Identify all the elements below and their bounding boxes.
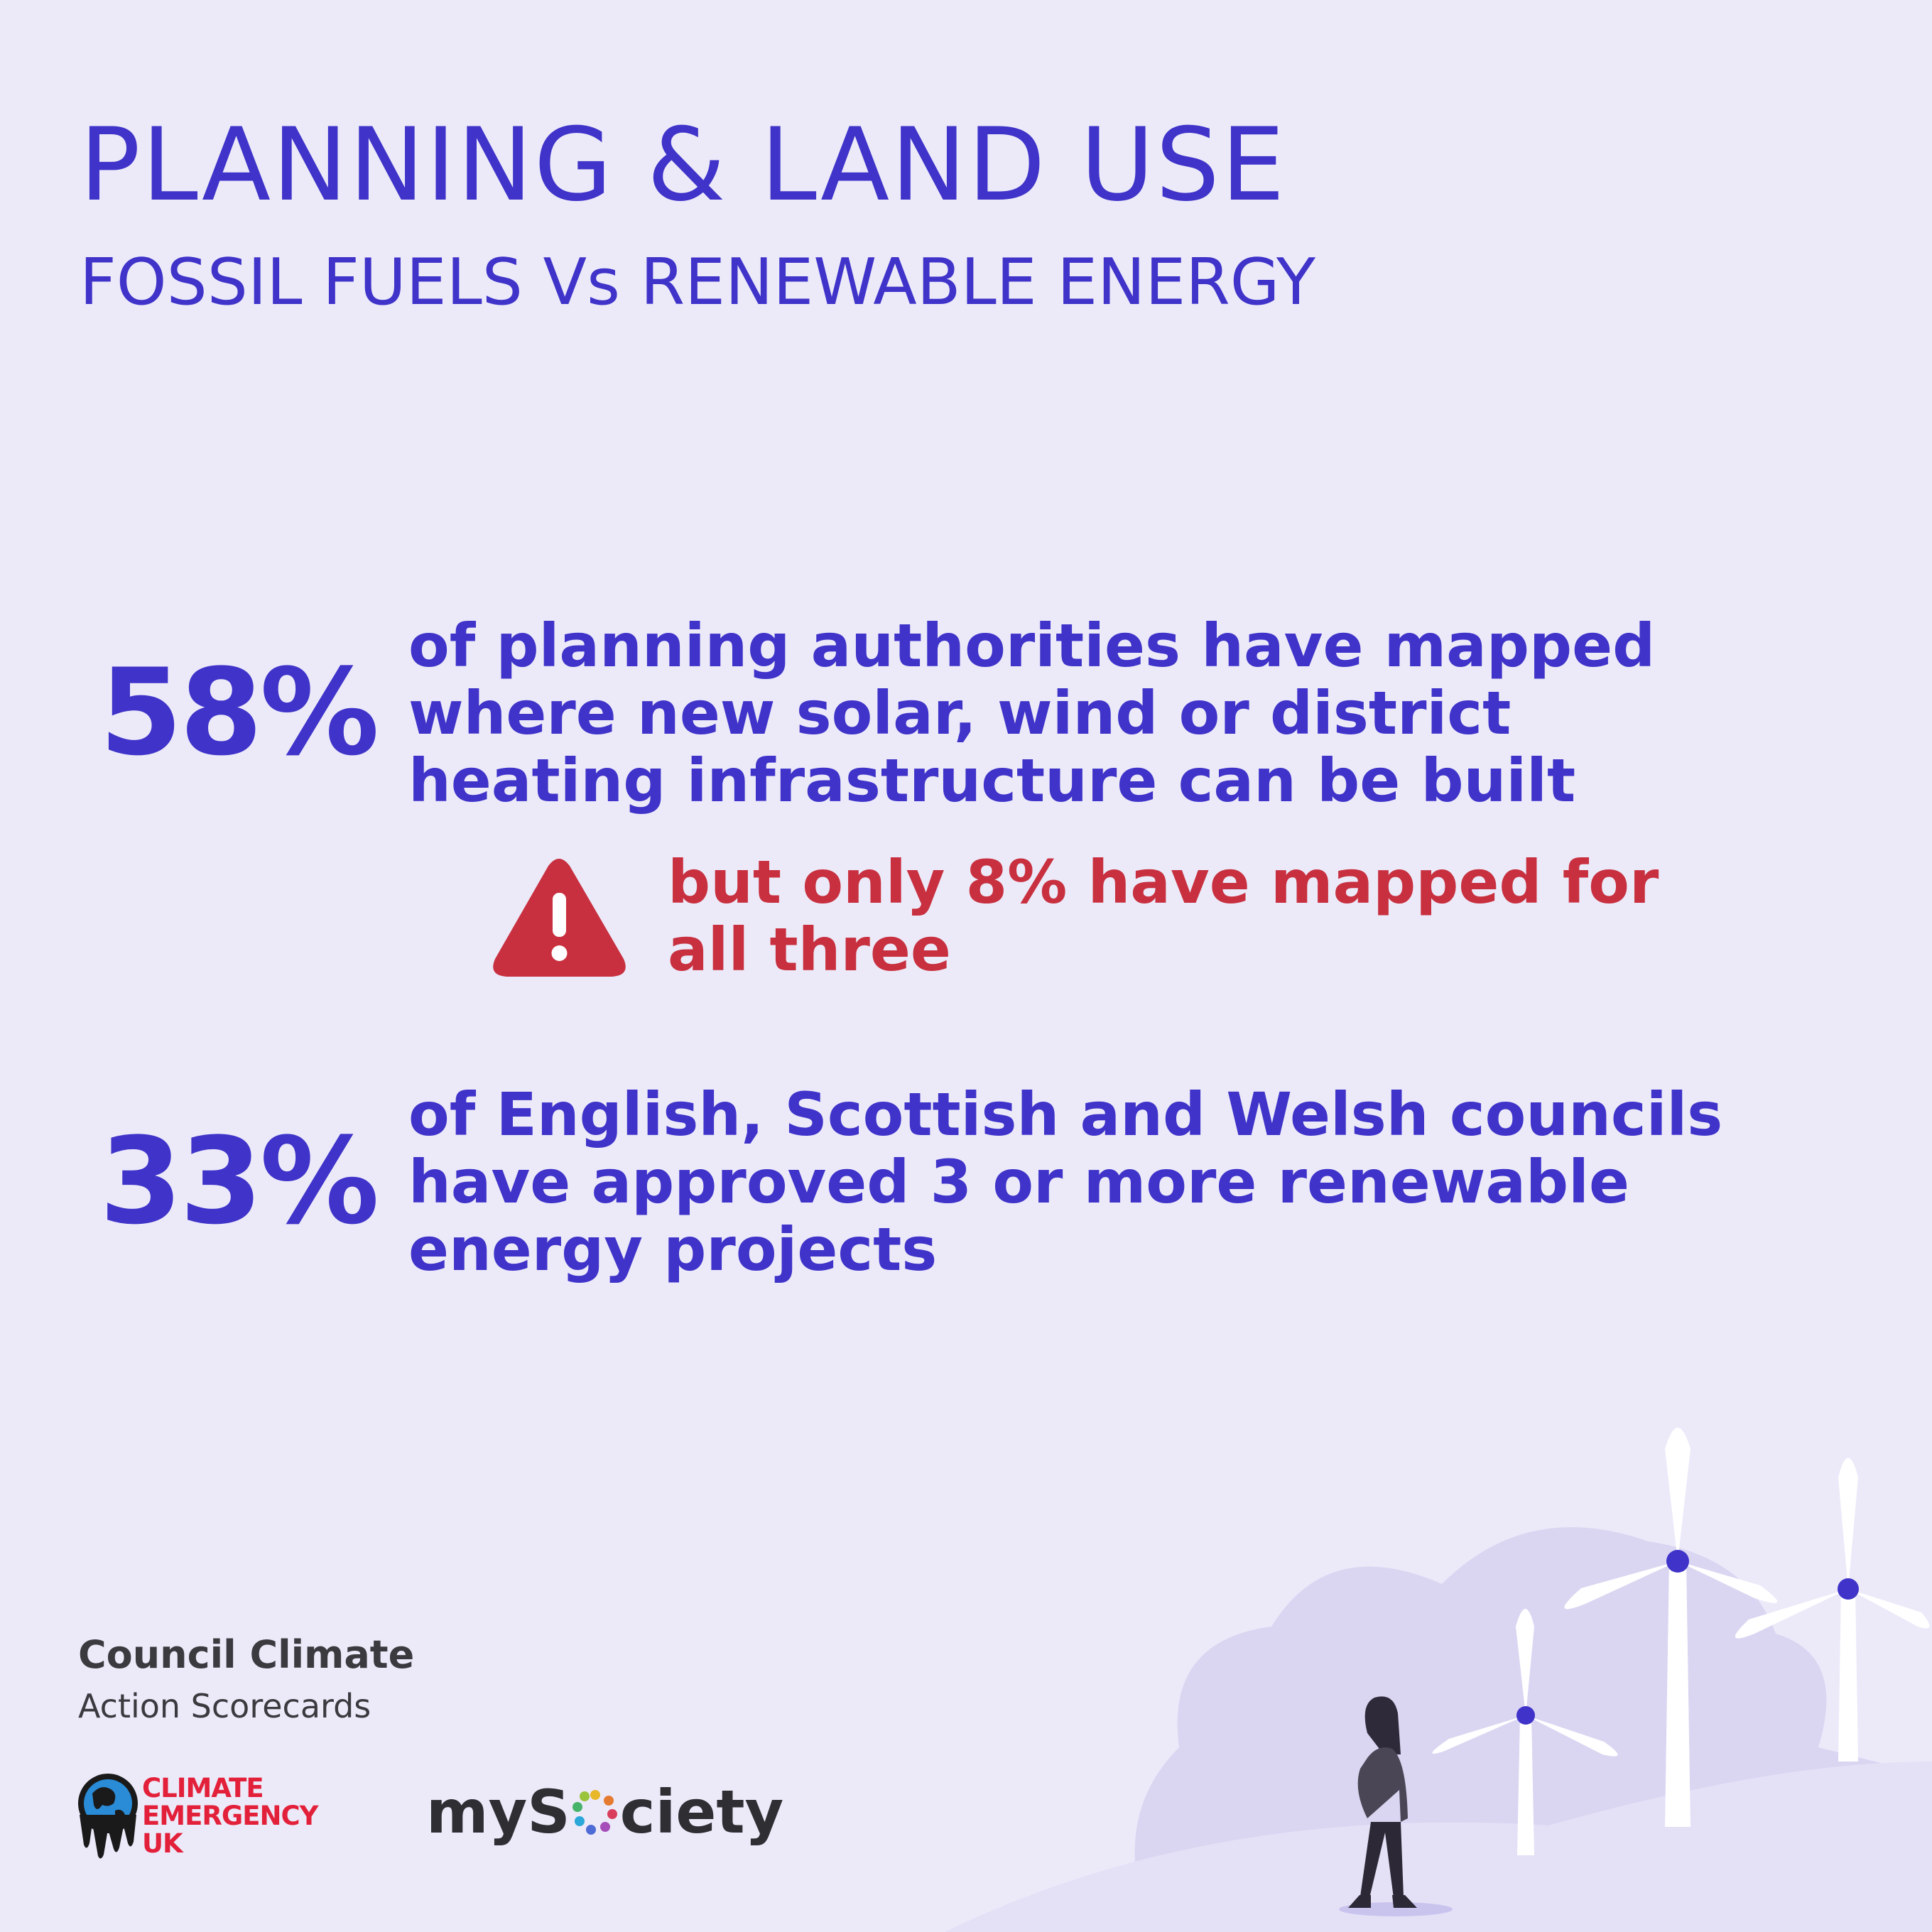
mysociety-logo-suffix: ciety: [619, 1777, 784, 1847]
scorecards-brand-title: Council Climate: [78, 1632, 415, 1677]
wind-turbines-illustration: [945, 1428, 1932, 1932]
climate-emergency-uk-logo: CLIMATE EMERGENCY UK: [142, 1773, 318, 1859]
stat-text-councils: of English, Scottish and Welsh councils …: [408, 1080, 1723, 1284]
climate-emergency-globe-icon: [78, 1774, 138, 1859]
mysociety-dots-icon: [572, 1790, 617, 1835]
warning-text: but only 8% have mapped for all three: [668, 847, 1659, 984]
page-title: PLANNING & LAND USE: [80, 107, 1286, 224]
page-subtitle: FOSSIL FUELS Vs RENEWABLE ENERGY: [80, 245, 1316, 320]
stat-percent-councils: 33%: [99, 1112, 379, 1251]
mysociety-logo-prefix: myS: [426, 1777, 570, 1847]
walking-person-icon: [1339, 1696, 1453, 1916]
scorecards-brand-subtitle: Action Scorecards: [78, 1687, 371, 1725]
wind-turbine-right-icon: [1735, 1458, 1930, 1762]
wind-turbine-large-icon: [1564, 1428, 1778, 1827]
stat-percent-planning: 58%: [99, 643, 379, 782]
warning-triangle-icon: [493, 859, 626, 977]
mysociety-logo: myS ciety: [426, 1777, 783, 1847]
wind-turbine-small-icon: [1432, 1609, 1618, 1855]
stat-text-planning: of planning authorities have mapped wher…: [408, 611, 1656, 815]
